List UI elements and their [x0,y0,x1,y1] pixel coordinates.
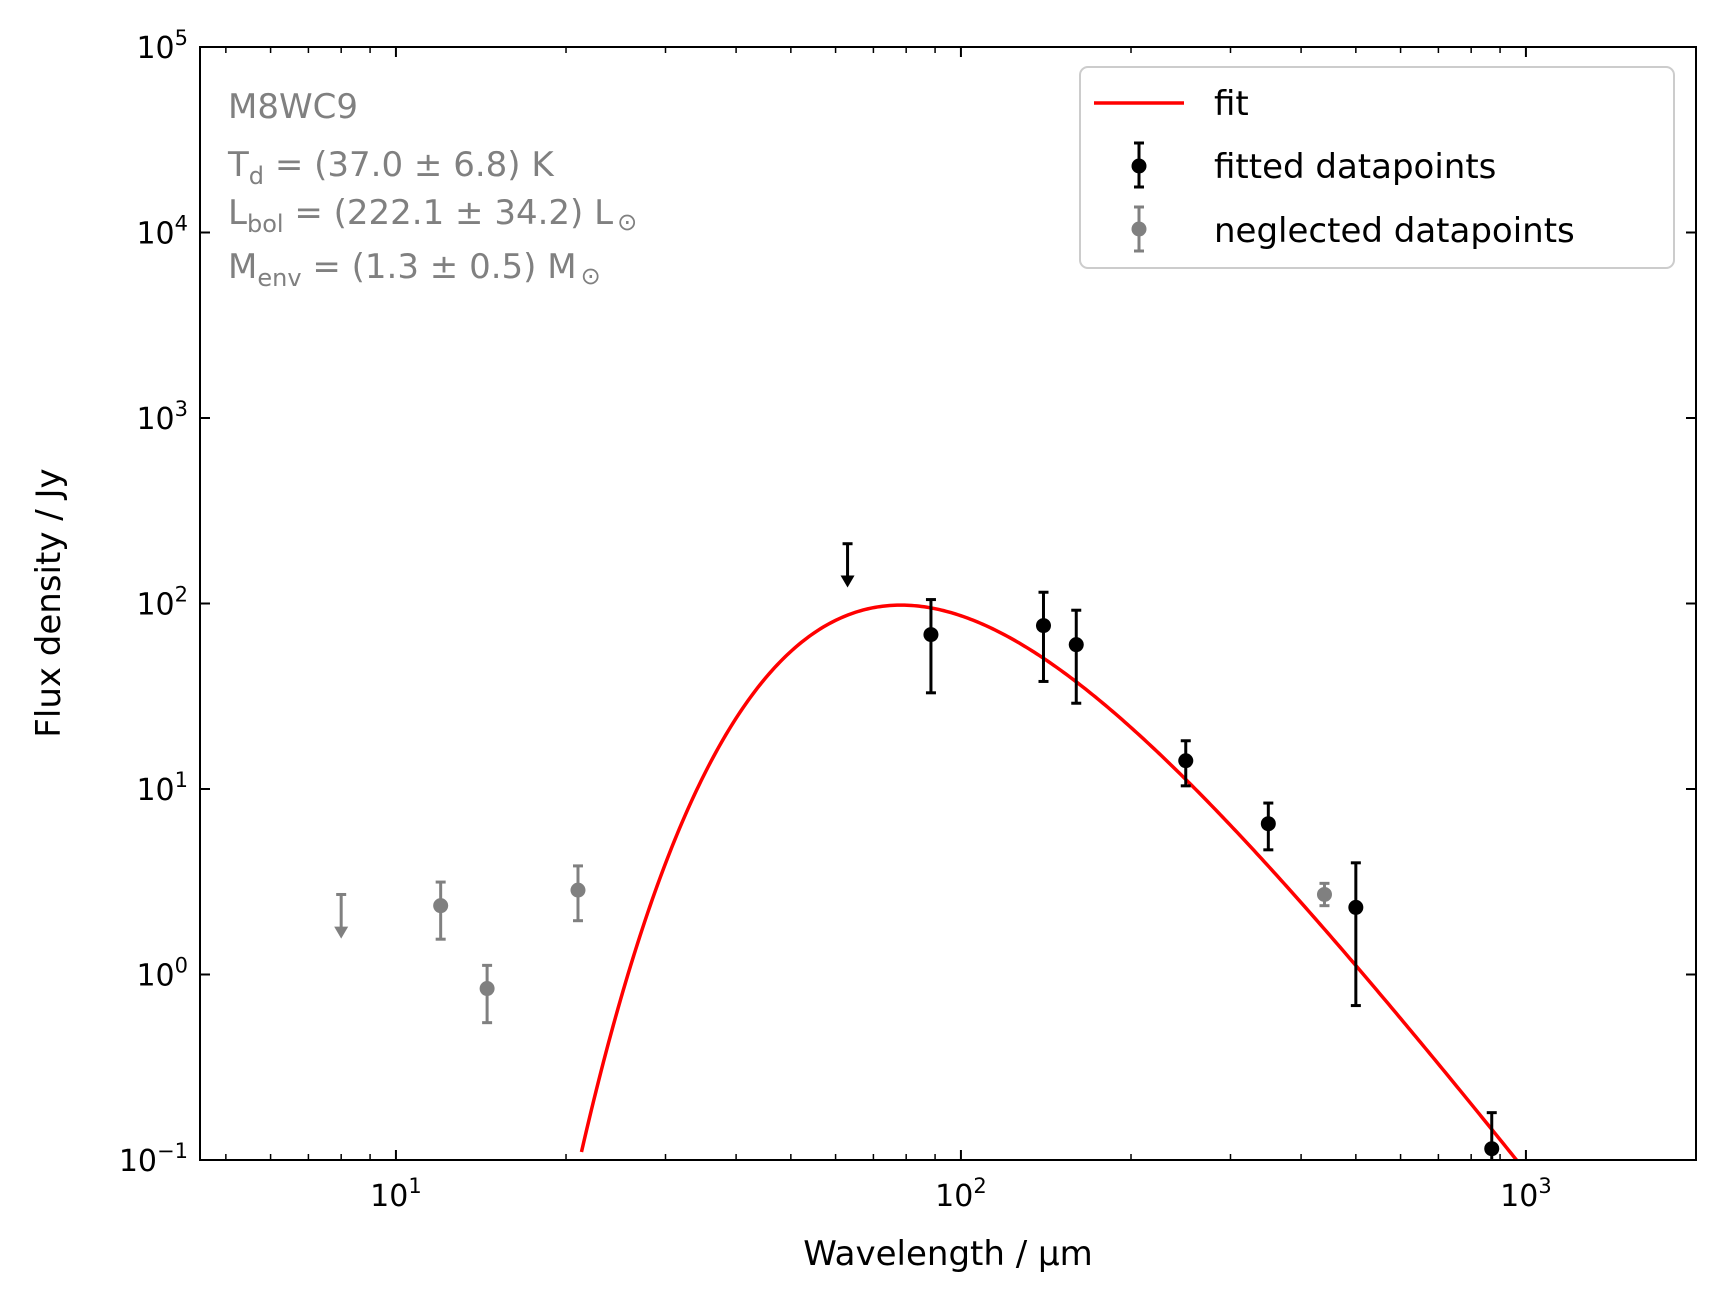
neglected-datapoint-marker [479,981,495,997]
fitted-datapoint [923,598,939,695]
fitted-datapoint [1348,861,1364,1008]
neglected-datapoint-marker [433,898,449,914]
legend-fit-label: fit [1214,84,1249,124]
x-tick-label: 103 [1500,1174,1552,1214]
y-tick-label: 104 [136,212,188,252]
fitted-datapoint [1178,739,1194,788]
x-tick-label: 102 [935,1174,987,1214]
fitted-datapoint-marker [1178,753,1194,769]
plot-area [334,542,1519,1160]
tick-labels: 101 102 103 10−1 100 101 102 103 104 105 [119,26,1552,1214]
legend-fitted-marker [1131,141,1147,189]
source-name: M8WC9 [228,87,358,127]
neglected-datapoint [1316,881,1332,908]
y-axis-label: Flux density / Jy [29,468,69,737]
fitted-datapoint [1260,801,1276,852]
legend: fit fitted datapoints neglected datapoin… [1079,66,1675,269]
fitted-datapoint-marker [1068,637,1084,653]
x-tick-label: 101 [370,1174,422,1214]
fitted-datapoint-marker [1484,1141,1500,1157]
envelope-mass: Menv = (1.3 ± 0.5) M ⊙ [228,247,601,292]
neglected-upper-limit [334,892,349,939]
fitted-datapoint-marker [923,627,939,643]
neglected-datapoint [433,880,449,941]
data-points [334,542,1500,1160]
y-tick-label: 101 [136,768,188,808]
y-tick-label: 103 [136,397,188,437]
legend-neglected-marker [1131,205,1147,253]
y-tick-label: 102 [136,583,188,623]
fitted-datapoint [1484,1111,1500,1160]
fitted-upper-limit-arrowhead [840,575,855,588]
fitted-upper-limit [840,542,855,588]
fitted-datapoint-marker [1260,816,1276,832]
fit-annotation: M8WC9 Td = (37.0 ± 6.8) K Lbol = (222.1 … [227,87,637,292]
neglected-upper-limit-arrowhead [334,926,349,939]
fit-curve [579,603,1519,1160]
dust-temperature: Td = (37.0 ± 6.8) K [227,145,555,190]
fitted-datapoint [1068,608,1084,705]
y-tick-label: 10−1 [119,1139,188,1179]
neglected-datapoint-marker [570,882,586,898]
legend-neglected-label: neglected datapoints [1214,211,1575,251]
legend-fitted-label: fitted datapoints [1214,147,1496,187]
x-axis-label: Wavelength / μm [803,1234,1093,1274]
plot-frame [199,46,1697,1161]
y-tick-label: 100 [136,954,188,994]
fitted-datapoint-marker [1348,899,1364,915]
bolometric-luminosity: Lbol = (222.1 ± 34.2) L ⊙ [228,193,637,238]
fitted-datapoint [1035,590,1051,683]
fitted-datapoint-marker [1035,618,1051,634]
neglected-datapoint-marker [1316,886,1332,902]
legend-box [1079,66,1675,269]
neglected-datapoint [479,963,495,1025]
neglected-datapoint [570,864,586,923]
y-tick-label: 105 [136,26,188,66]
